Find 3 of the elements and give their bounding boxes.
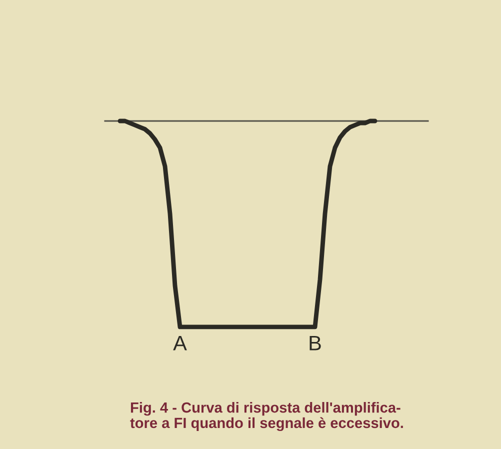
caption: Fig. 4 - Curva di risposta dell'amplifica- tore a FI quando il segnale è eccessivo. — [130, 402, 403, 432]
annotation: B — [310, 336, 321, 350]
annotation: A — [173, 336, 187, 350]
